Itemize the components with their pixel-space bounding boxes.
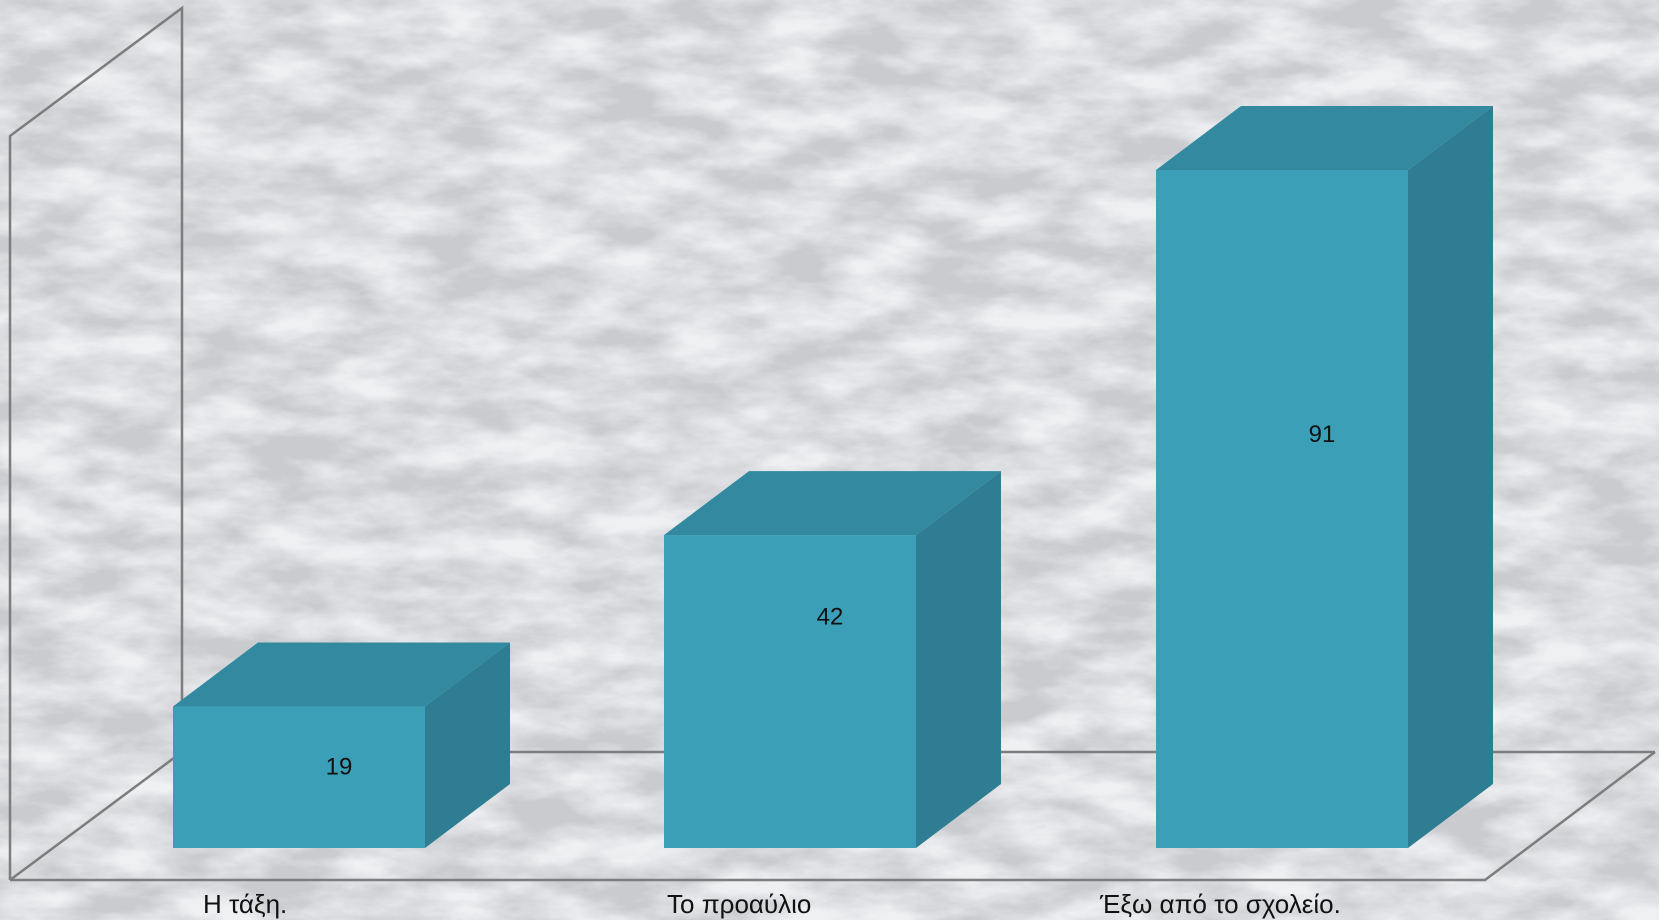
data-label-2: 42	[817, 604, 844, 631]
category-label-2: Το προαύλιο	[667, 889, 811, 919]
category-label-3: Έξω από το σχολείο.	[1099, 889, 1341, 919]
bar-top-face	[173, 642, 510, 707]
bar-side-face	[916, 471, 1001, 848]
bar-2: 42	[664, 471, 1001, 848]
data-label-1: 19	[326, 753, 353, 780]
bars-group: 19 42 91	[173, 106, 1493, 848]
bar-front-face	[664, 535, 916, 848]
category-axis-labels: Η τάξη. Το προαύλιο Έξω από το σχολείο.	[203, 889, 1341, 919]
bar-front-face	[1156, 170, 1408, 848]
bar-front-face	[173, 706, 425, 848]
bar-top-face	[664, 471, 1001, 536]
floor-edge	[10, 751, 1656, 882]
bar-3: 91	[1156, 106, 1493, 848]
bar-1: 19	[173, 642, 510, 848]
bar-top-face	[1156, 106, 1493, 170]
category-label-1: Η τάξη.	[203, 889, 287, 919]
bar-side-face	[425, 642, 510, 848]
bar-side-face	[1408, 106, 1493, 848]
data-label-3: 91	[1309, 421, 1336, 448]
floor-diagonal	[9, 750, 183, 882]
